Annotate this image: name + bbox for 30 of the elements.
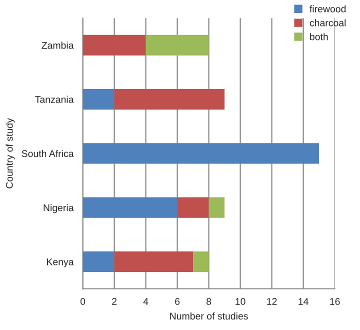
- y-tick-label: Zambia: [42, 42, 74, 49]
- x-tick-label: 6: [175, 298, 180, 305]
- bar: [193, 251, 209, 272]
- y-axis-title: Country of study: [6, 118, 15, 188]
- bar: [82, 89, 114, 110]
- bar: [82, 197, 178, 218]
- bar: [177, 197, 209, 218]
- x-tick-label: 0: [80, 298, 86, 305]
- bar: [82, 251, 114, 272]
- legend-label: charcoal: [310, 19, 346, 26]
- bar: [82, 34, 146, 56]
- x-tick-label: 14: [298, 298, 308, 305]
- y-tick-label: Nigeria: [44, 204, 74, 214]
- x-tick-label: 2: [112, 298, 117, 305]
- y-tick-label: Tanzania: [35, 96, 74, 103]
- bar: [146, 34, 209, 56]
- x-tick-label: 10: [236, 298, 246, 305]
- x-axis-title: Number of studies: [170, 312, 248, 320]
- bar: [208, 197, 225, 218]
- bar: [82, 143, 320, 164]
- x-tick-label: 12: [267, 298, 277, 305]
- y-tick-label: Kenya: [47, 258, 74, 268]
- x-tick-label: 8: [206, 298, 212, 305]
- legend-label: both: [310, 33, 328, 40]
- bar: [114, 251, 194, 272]
- bar: [114, 89, 225, 110]
- x-tick-label: 16: [330, 298, 340, 305]
- y-tick-label: South Africa: [22, 150, 74, 158]
- legend-label: firewood: [310, 5, 346, 12]
- x-tick-label: 4: [143, 298, 148, 305]
